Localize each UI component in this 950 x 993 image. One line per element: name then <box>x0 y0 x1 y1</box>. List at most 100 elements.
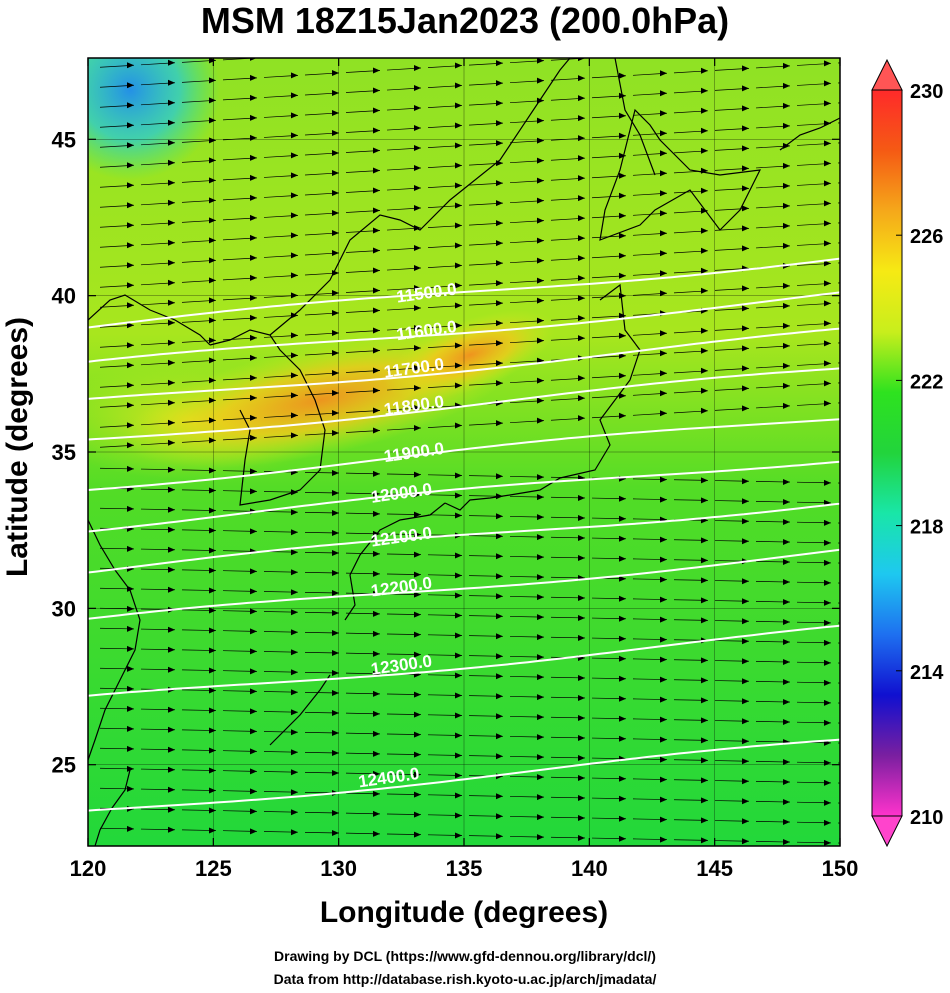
wind-arrow-head <box>865 398 872 404</box>
y-axis: 25 30 35 40 45 <box>52 127 840 778</box>
wind-arrow-head <box>742 498 749 505</box>
wind-arrow-head <box>127 825 134 832</box>
wind-arrow-head <box>742 518 749 525</box>
wind-arrow-head <box>168 319 175 326</box>
wind-arrow-head <box>578 275 585 282</box>
wind-arrow-head <box>496 100 503 107</box>
wind-arrow-head <box>578 514 585 521</box>
wind-arrow-head <box>496 360 503 367</box>
wind-arrow-head <box>414 711 421 718</box>
wind-arrow <box>837 702 840 704</box>
wind-arrow-head <box>578 215 585 222</box>
wind-arrow-head <box>783 479 790 486</box>
wind-arrow-head <box>209 667 216 674</box>
wind-arrow-head <box>537 854 544 860</box>
wind-arrow-head <box>824 559 831 566</box>
wind-arrow-head <box>250 354 257 361</box>
wind-arrow <box>305 53 339 55</box>
coastline-japan-honshu <box>444 283 641 511</box>
wind-arrow-head <box>250 314 257 321</box>
wind-arrow-head <box>168 526 175 533</box>
wind-arrow <box>797 43 831 45</box>
wind-arrow-head <box>865 18 872 24</box>
wind-arrow-head <box>701 28 708 34</box>
wind-arrow-head <box>250 394 257 401</box>
wind-arrow-head <box>537 674 544 681</box>
wind-arrow-head <box>865 198 872 204</box>
wind-arrow-head <box>619 535 626 542</box>
wind-arrow-head <box>865 338 872 344</box>
wind-arrow-head <box>660 150 667 157</box>
wind-arrow-head <box>537 494 544 501</box>
wind-arrow <box>837 782 840 784</box>
wind-arrow-head <box>168 847 175 853</box>
wind-arrow-head <box>701 657 708 664</box>
wind-arrow-head <box>332 50 339 56</box>
wind-arrow-head <box>373 207 380 214</box>
wind-arrow-head <box>783 302 790 309</box>
wind-arrow-head <box>619 192 626 199</box>
wind-arrow-head <box>373 770 380 777</box>
wind-arrow-head <box>250 468 257 475</box>
wind-arrow-head <box>783 102 790 109</box>
wind-arrow-head <box>291 489 298 496</box>
wind-arrow-head <box>127 705 134 712</box>
wind-arrow-head <box>660 370 667 377</box>
wind-arrow-head <box>537 257 544 264</box>
contour-line <box>88 738 840 812</box>
wind-arrow-head <box>250 274 257 281</box>
wind-arrow-head <box>578 714 585 721</box>
wind-arrow <box>387 854 421 855</box>
wind-arrow-head <box>865 358 872 364</box>
wind-arrow-head <box>742 45 749 51</box>
wind-arrow-head <box>250 254 257 261</box>
wind-arrow-head <box>783 579 790 586</box>
wind-arrow <box>837 122 840 124</box>
wind-arrow-head <box>783 519 790 526</box>
wind-arrow <box>837 742 840 744</box>
wind-arrow-head <box>865 178 872 184</box>
wind-arrow-head <box>865 841 872 847</box>
wind-arrow-head <box>414 205 421 212</box>
wind-arrow-head <box>291 292 298 299</box>
wind-arrow-head <box>209 787 216 794</box>
wind-arrow-head <box>209 237 216 244</box>
wind-arrow-head <box>496 853 503 859</box>
wind-arrow <box>837 62 840 64</box>
wind-arrow-head <box>127 282 134 289</box>
wind-arrow-head <box>742 65 749 72</box>
wind-arrow <box>837 182 840 184</box>
wind-arrow-head <box>701 537 708 544</box>
wind-arrow-head <box>865 801 872 807</box>
wind-arrow-head <box>373 267 380 274</box>
wind-arrow-head <box>414 225 421 232</box>
wind-arrow-head <box>455 472 462 479</box>
wind-arrow-head <box>496 120 503 127</box>
wind-arrow-head <box>537 814 544 821</box>
wind-arrow-head <box>332 369 339 376</box>
wind-arrow-head <box>496 280 503 287</box>
wind-arrow-head <box>660 496 667 503</box>
wind-arrow-head <box>291 589 298 596</box>
wind-arrow-head <box>250 788 257 795</box>
wind-arrow-head <box>250 828 257 835</box>
wind-arrow-head <box>619 856 626 862</box>
wind-arrow-head <box>701 347 708 354</box>
wind-arrow-head <box>209 58 216 64</box>
wind-arrow-head <box>660 556 667 563</box>
wind-arrow-head <box>332 209 339 216</box>
wind-arrow-head <box>168 666 175 673</box>
wind-arrow-head <box>578 75 585 82</box>
wind-arrow-head <box>373 790 380 797</box>
wind-arrow-head <box>291 709 298 716</box>
wind-arrow-head <box>619 775 626 782</box>
wind-arrow-head <box>578 594 585 601</box>
wind-arrow-head <box>496 553 503 560</box>
wind-arrow-head <box>578 95 585 102</box>
wind-arrow-head <box>660 696 667 703</box>
wind-arrow-head <box>701 387 708 394</box>
wind-arrow-head <box>209 397 216 404</box>
wind-arrow-head <box>537 774 544 781</box>
wind-arrow-head <box>414 551 421 558</box>
wind-vectors <box>99 18 872 862</box>
